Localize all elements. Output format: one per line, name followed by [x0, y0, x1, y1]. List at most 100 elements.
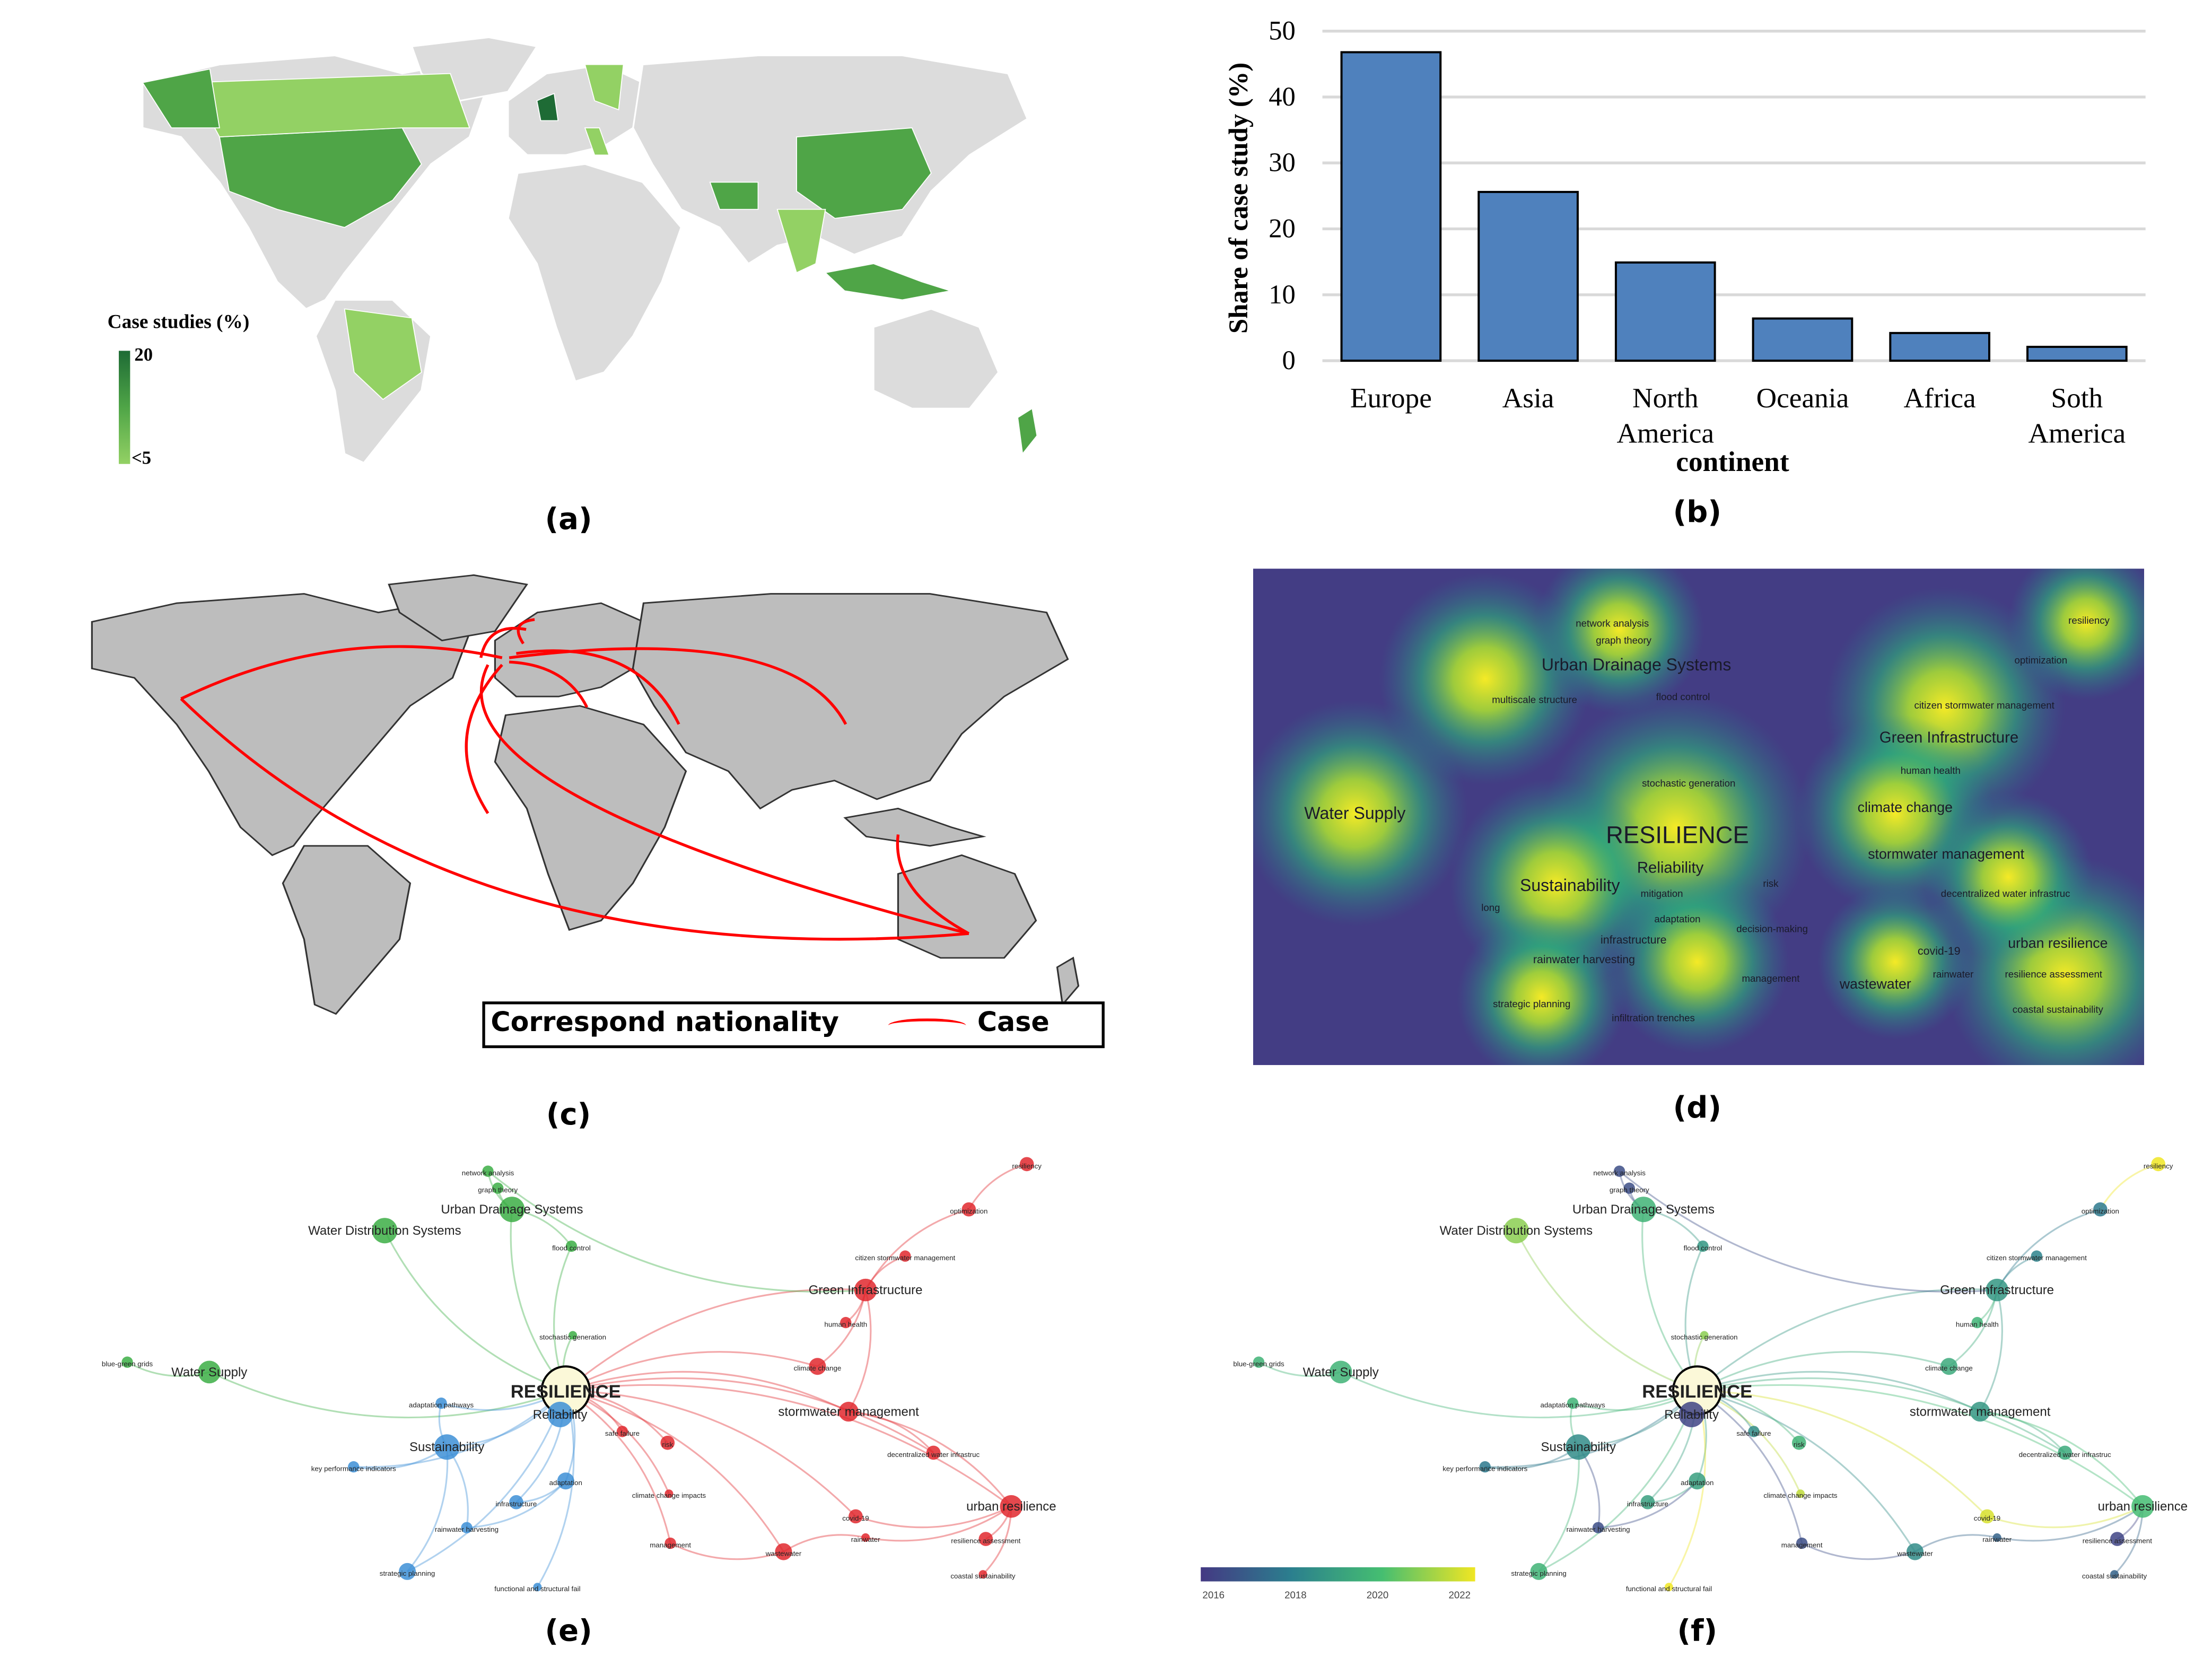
network-edge: [1641, 1209, 1698, 1391]
network-edge: [1996, 1208, 2101, 1291]
network-node: [482, 1165, 494, 1177]
heatmap-term: infiltration trenches: [1612, 1013, 1695, 1024]
network-node: [2110, 1570, 2119, 1579]
network-label: adaptation pathways: [409, 1401, 474, 1409]
network-node: [665, 1489, 674, 1498]
heatmap-term: risk: [1763, 878, 1779, 889]
network-node: [978, 1570, 987, 1579]
network-node: [1992, 1533, 2001, 1542]
network-label: network analysis: [462, 1169, 514, 1177]
heatmap-term: adaptation: [1654, 913, 1700, 924]
heatmap-term: long: [1481, 902, 1500, 913]
network-node: [849, 1509, 863, 1524]
network-edge: [565, 1384, 1012, 1507]
network-label: key performance indicators: [311, 1465, 396, 1473]
network-node: [1329, 1360, 1352, 1384]
network-label: Reliability: [533, 1408, 588, 1422]
network-label: stochastic generation: [1671, 1333, 1738, 1341]
x-tick-label: North: [1632, 382, 1698, 414]
network-edge: [1697, 1390, 1803, 1543]
network-node: [1678, 1401, 1704, 1427]
network-label: Reliability: [1664, 1408, 1719, 1422]
network-label: Green Infrastructure: [1940, 1283, 2054, 1297]
density-blob: [1253, 700, 1468, 927]
heatmap-term: rainwater harvesting: [1533, 953, 1635, 966]
panel-label-e: (e): [545, 1613, 592, 1648]
network-node: [533, 1583, 542, 1592]
network-edge: [817, 1289, 867, 1367]
network-node: [1986, 1278, 2008, 1302]
heatmap-term: Urban Drainage Systems: [1542, 655, 1731, 674]
network-node: [1566, 1434, 1592, 1460]
network-node: [1980, 1509, 1995, 1524]
network-edge: [1697, 1390, 1916, 1552]
network-node: [1253, 1356, 1265, 1368]
heatmap-term: Reliability: [1637, 859, 1704, 876]
flow-map-c: [91, 574, 1080, 1015]
network-node: [565, 1240, 578, 1252]
network-label: adaptation: [549, 1479, 582, 1487]
network-label: decentralized water infrastruc: [2019, 1451, 2111, 1459]
network-label: climate change: [794, 1364, 842, 1372]
network-label: Water Supply: [1303, 1365, 1379, 1380]
y-tick-label: 10: [1269, 280, 1296, 309]
network-label: graph theory: [478, 1186, 518, 1194]
network-node: [1479, 1461, 1491, 1473]
heatmap-term: rainwater: [1933, 968, 1974, 980]
heatmap-term: resiliency: [2068, 615, 2110, 626]
network-label: covid-19: [1974, 1514, 2000, 1522]
heatmap-term: climate change: [1858, 799, 1953, 815]
network-node: [509, 1495, 523, 1509]
heatmap-term: RESILIENCE: [1606, 821, 1749, 848]
density-blob: [1923, 792, 2094, 962]
network-edge: [1697, 1384, 2144, 1507]
heatmap-term: flood control: [1656, 691, 1710, 702]
country-uk: [536, 92, 559, 121]
continent-africa: [494, 705, 687, 931]
network-node: [547, 1401, 573, 1427]
continent-asia: [632, 593, 1069, 810]
y-tick-label: 20: [1269, 214, 1296, 243]
network-edge: [1697, 1389, 1988, 1517]
country-china: [796, 127, 932, 219]
heatmap-term: management: [1742, 973, 1800, 984]
heatmap-term: urban resilience: [2008, 935, 2108, 951]
network-label: graph theory: [1610, 1186, 1649, 1194]
network-node: [809, 1358, 826, 1375]
network-edge: [1980, 1410, 2144, 1507]
network-label: network analysis: [1593, 1169, 1646, 1177]
network-label: resilience assessment: [951, 1537, 1020, 1545]
network-node: [399, 1563, 416, 1580]
network-edge: [1987, 1505, 2144, 1529]
network-label: climate change impacts: [632, 1491, 706, 1499]
heatmap-term: covid-19: [1918, 945, 1961, 957]
panel-label-f: (f): [1677, 1613, 1718, 1648]
network-label: adaptation pathways: [1540, 1401, 1605, 1409]
network-node: [1940, 1358, 1957, 1375]
network-edge: [968, 1163, 1027, 1210]
network-edge: [466, 1480, 566, 1529]
network-label: climate change: [1925, 1364, 1973, 1372]
network-label: decentralized water infrastruc: [887, 1451, 980, 1459]
x-axis-label: continent: [1676, 446, 1789, 477]
continent-europe: [494, 602, 645, 697]
network-edge: [1697, 1371, 1981, 1413]
x-tick-label: Europe: [1350, 382, 1432, 414]
network-node: [557, 1472, 574, 1490]
country-italy: [584, 127, 610, 156]
network-label: functional and structural fail: [494, 1585, 580, 1593]
panel-label-a: (a): [545, 502, 592, 536]
network-edge: [565, 1288, 866, 1391]
network-label: strategic planning: [380, 1569, 435, 1577]
country-india: [776, 208, 826, 274]
network-edge: [1979, 1289, 2003, 1412]
network-node: [899, 1250, 911, 1262]
case-arc: [509, 660, 589, 708]
network-edge: [565, 1377, 934, 1454]
colorbar-tick-label: 2022: [1448, 1590, 1471, 1601]
network-label: human health: [824, 1321, 867, 1329]
density-blob: [1817, 884, 1973, 1040]
network-edge: [1340, 1371, 1698, 1419]
network-node: [978, 1532, 993, 1546]
